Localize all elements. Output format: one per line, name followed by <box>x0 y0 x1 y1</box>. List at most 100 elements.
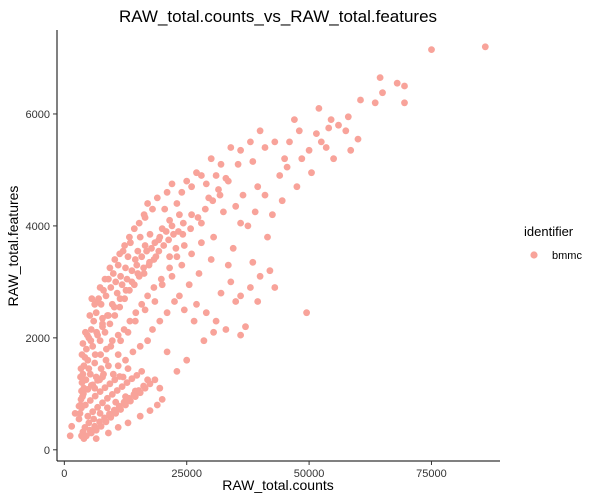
data-point <box>133 261 141 269</box>
data-point <box>91 422 99 430</box>
data-point <box>283 163 291 171</box>
data-point <box>249 258 257 266</box>
data-point <box>179 219 187 227</box>
data-point <box>96 284 104 291</box>
data-point <box>113 387 121 394</box>
data-point <box>232 298 240 305</box>
data-point <box>100 370 107 378</box>
data-point <box>237 146 245 154</box>
data-point <box>114 362 122 370</box>
data-point <box>315 105 323 112</box>
data-point <box>146 380 154 388</box>
data-point <box>161 205 169 213</box>
data-point <box>101 275 109 283</box>
data-point <box>96 337 104 345</box>
data-point <box>77 373 84 381</box>
data-point <box>183 356 191 364</box>
data-point <box>90 415 98 423</box>
data-point <box>210 233 218 241</box>
data-point <box>87 326 95 333</box>
data-point <box>144 337 152 345</box>
data-point <box>308 169 315 177</box>
data-point <box>76 410 84 417</box>
data-point <box>286 138 293 146</box>
data-point <box>93 328 100 336</box>
data-point <box>220 208 227 216</box>
data-point <box>212 172 220 179</box>
data-point <box>150 284 158 291</box>
data-point <box>106 320 114 328</box>
data-point <box>132 309 140 317</box>
data-point <box>114 261 122 269</box>
data-point <box>138 253 146 261</box>
data-point <box>162 228 170 235</box>
data-point <box>194 214 202 221</box>
data-point <box>179 230 187 238</box>
data-point <box>110 303 118 311</box>
data-point <box>128 375 136 383</box>
data-point <box>178 261 186 269</box>
data-point <box>229 244 237 252</box>
data-point <box>79 340 87 347</box>
data-point <box>144 200 152 207</box>
y-tick-label: 2000 <box>26 333 50 345</box>
data-point <box>155 247 163 255</box>
data-point <box>188 183 196 191</box>
data-point <box>133 372 141 379</box>
data-point <box>102 356 110 364</box>
data-point <box>171 298 178 305</box>
data-point <box>102 292 110 300</box>
data-point <box>166 264 174 272</box>
data-point <box>342 127 350 135</box>
points-layer <box>66 43 489 442</box>
data-point <box>114 331 122 339</box>
data-point <box>156 384 164 392</box>
data-point <box>82 376 90 384</box>
data-point <box>130 391 138 398</box>
data-point <box>104 404 111 412</box>
data-point <box>188 211 196 219</box>
data-point <box>202 309 210 317</box>
data-point <box>134 247 142 255</box>
data-point <box>116 250 124 258</box>
data-point <box>148 244 155 252</box>
data-point <box>212 317 220 325</box>
data-point <box>153 401 161 409</box>
data-point <box>207 155 215 163</box>
data-point <box>115 402 123 410</box>
data-point <box>163 348 171 356</box>
data-point <box>195 270 203 277</box>
data-point <box>116 295 124 303</box>
data-point <box>84 386 92 393</box>
data-point <box>201 205 209 213</box>
y-axis-ticks: 0 2000 4000 6000 <box>26 109 57 457</box>
data-point <box>293 183 301 191</box>
data-point <box>172 244 180 252</box>
data-point <box>138 368 146 375</box>
data-point <box>325 124 333 132</box>
data-point <box>239 191 247 199</box>
data-point <box>251 208 259 216</box>
data-point <box>166 216 174 224</box>
data-point <box>354 135 362 143</box>
data-point <box>105 312 112 319</box>
data-point <box>261 144 269 151</box>
data-point <box>216 191 224 199</box>
data-point <box>87 337 95 345</box>
data-point <box>344 113 352 121</box>
x-tick-label: 50000 <box>294 468 325 480</box>
data-point <box>266 267 274 275</box>
data-point <box>123 379 131 386</box>
data-point <box>131 317 139 325</box>
data-point <box>254 298 262 305</box>
data-point <box>190 317 198 325</box>
data-point <box>121 242 128 249</box>
data-point <box>295 127 303 135</box>
data-point <box>111 376 119 384</box>
data-point <box>84 412 92 420</box>
data-point <box>379 89 386 97</box>
data-point <box>180 242 188 249</box>
data-point <box>86 397 94 404</box>
data-point <box>85 365 93 372</box>
data-point <box>155 236 163 244</box>
